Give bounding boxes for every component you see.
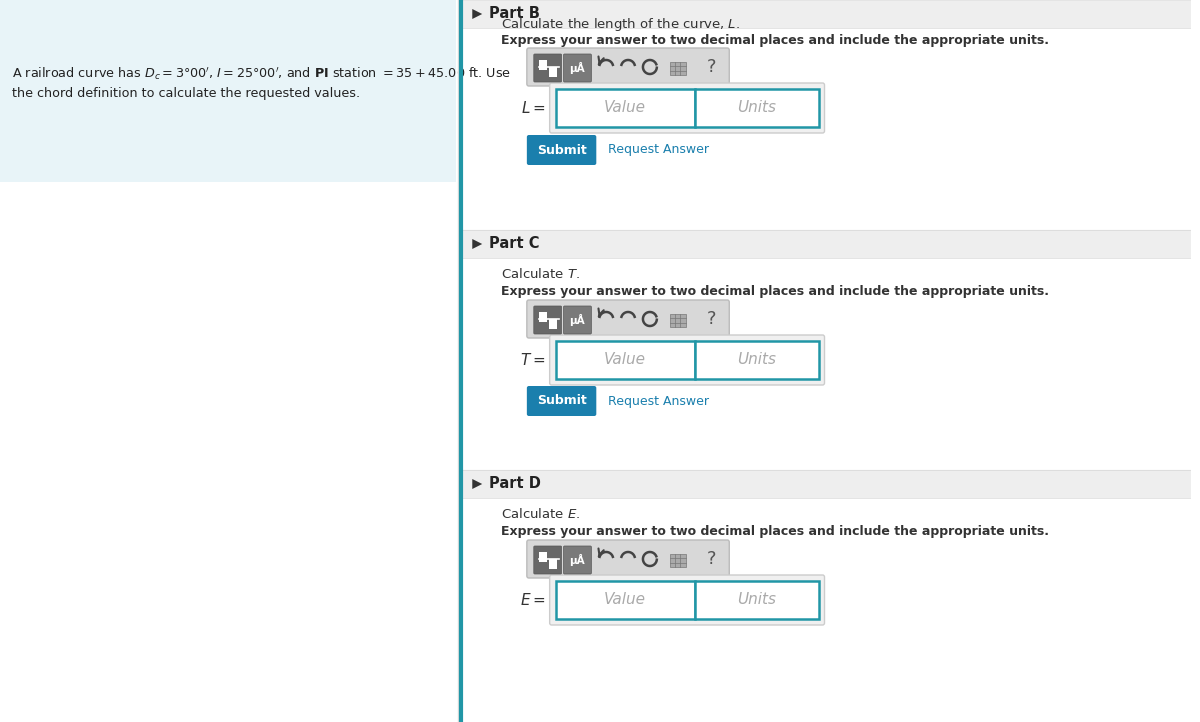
Text: Part D: Part D bbox=[490, 477, 541, 492]
Text: Value: Value bbox=[605, 352, 647, 367]
FancyBboxPatch shape bbox=[534, 54, 562, 82]
Bar bbox=[539, 60, 547, 70]
Text: Request Answer: Request Answer bbox=[608, 394, 709, 407]
Text: Express your answer to two decimal places and include the appropriate units.: Express your answer to two decimal place… bbox=[502, 34, 1049, 47]
Polygon shape bbox=[473, 239, 482, 249]
Bar bbox=[556, 89, 695, 127]
Bar bbox=[539, 312, 547, 322]
Text: Calculate $T$.: Calculate $T$. bbox=[502, 267, 580, 281]
Bar bbox=[695, 341, 818, 379]
Bar bbox=[556, 341, 695, 379]
FancyBboxPatch shape bbox=[550, 335, 824, 385]
Text: A railroad curve has $D_c = 3°00'$, $I = 25°00'$, and $\mathbf{PI}$ station $= 3: A railroad curve has $D_c = 3°00'$, $I =… bbox=[12, 66, 511, 82]
Bar bbox=[539, 552, 547, 562]
Text: Request Answer: Request Answer bbox=[608, 144, 709, 157]
Bar bbox=[548, 67, 557, 77]
Bar bbox=[548, 559, 557, 569]
FancyBboxPatch shape bbox=[527, 540, 730, 578]
FancyBboxPatch shape bbox=[534, 306, 562, 334]
FancyBboxPatch shape bbox=[550, 575, 824, 625]
Bar bbox=[460, 0, 1190, 28]
Text: Calculate the length of the curve, $L$.: Calculate the length of the curve, $L$. bbox=[502, 16, 740, 33]
Polygon shape bbox=[473, 9, 482, 19]
Text: Units: Units bbox=[737, 100, 776, 116]
Bar bbox=[460, 470, 1190, 498]
Text: Part B: Part B bbox=[490, 6, 540, 22]
FancyBboxPatch shape bbox=[527, 300, 730, 338]
Bar bbox=[695, 581, 818, 619]
Text: Express your answer to two decimal places and include the appropriate units.: Express your answer to two decimal place… bbox=[502, 285, 1049, 298]
Text: $L =$: $L =$ bbox=[521, 100, 546, 116]
Text: Units: Units bbox=[737, 593, 776, 607]
Text: $T =$: $T =$ bbox=[521, 352, 546, 368]
Bar bbox=[670, 554, 685, 567]
Bar bbox=[460, 498, 1190, 722]
Bar bbox=[556, 581, 695, 619]
Text: μÅ: μÅ bbox=[570, 314, 586, 326]
FancyBboxPatch shape bbox=[527, 135, 596, 165]
FancyBboxPatch shape bbox=[527, 386, 596, 416]
Text: Calculate $E$.: Calculate $E$. bbox=[502, 507, 581, 521]
FancyBboxPatch shape bbox=[550, 83, 824, 133]
Bar bbox=[0, 0, 456, 182]
Bar bbox=[670, 314, 685, 327]
Bar bbox=[460, 258, 1190, 470]
Bar bbox=[460, 230, 1190, 258]
FancyBboxPatch shape bbox=[534, 546, 562, 574]
Text: Express your answer to two decimal places and include the appropriate units.: Express your answer to two decimal place… bbox=[502, 525, 1049, 538]
Text: ?: ? bbox=[707, 58, 716, 76]
Bar bbox=[460, 28, 1190, 230]
Text: Submit: Submit bbox=[536, 144, 587, 157]
Text: Submit: Submit bbox=[536, 394, 587, 407]
FancyBboxPatch shape bbox=[527, 48, 730, 86]
FancyBboxPatch shape bbox=[564, 306, 592, 334]
Text: Value: Value bbox=[605, 100, 647, 116]
Text: $E =$: $E =$ bbox=[520, 592, 546, 608]
FancyBboxPatch shape bbox=[564, 546, 592, 574]
Text: Units: Units bbox=[737, 352, 776, 367]
Bar bbox=[670, 62, 685, 75]
Bar bbox=[548, 319, 557, 329]
Text: ?: ? bbox=[707, 310, 716, 328]
Text: Value: Value bbox=[605, 593, 647, 607]
Text: μÅ: μÅ bbox=[570, 62, 586, 74]
Text: the chord definition to calculate the requested values.: the chord definition to calculate the re… bbox=[12, 87, 360, 100]
Text: μÅ: μÅ bbox=[570, 554, 586, 566]
Text: ?: ? bbox=[707, 550, 716, 568]
Polygon shape bbox=[473, 479, 482, 489]
Bar bbox=[695, 89, 818, 127]
FancyBboxPatch shape bbox=[564, 54, 592, 82]
Text: Part C: Part C bbox=[490, 237, 540, 251]
